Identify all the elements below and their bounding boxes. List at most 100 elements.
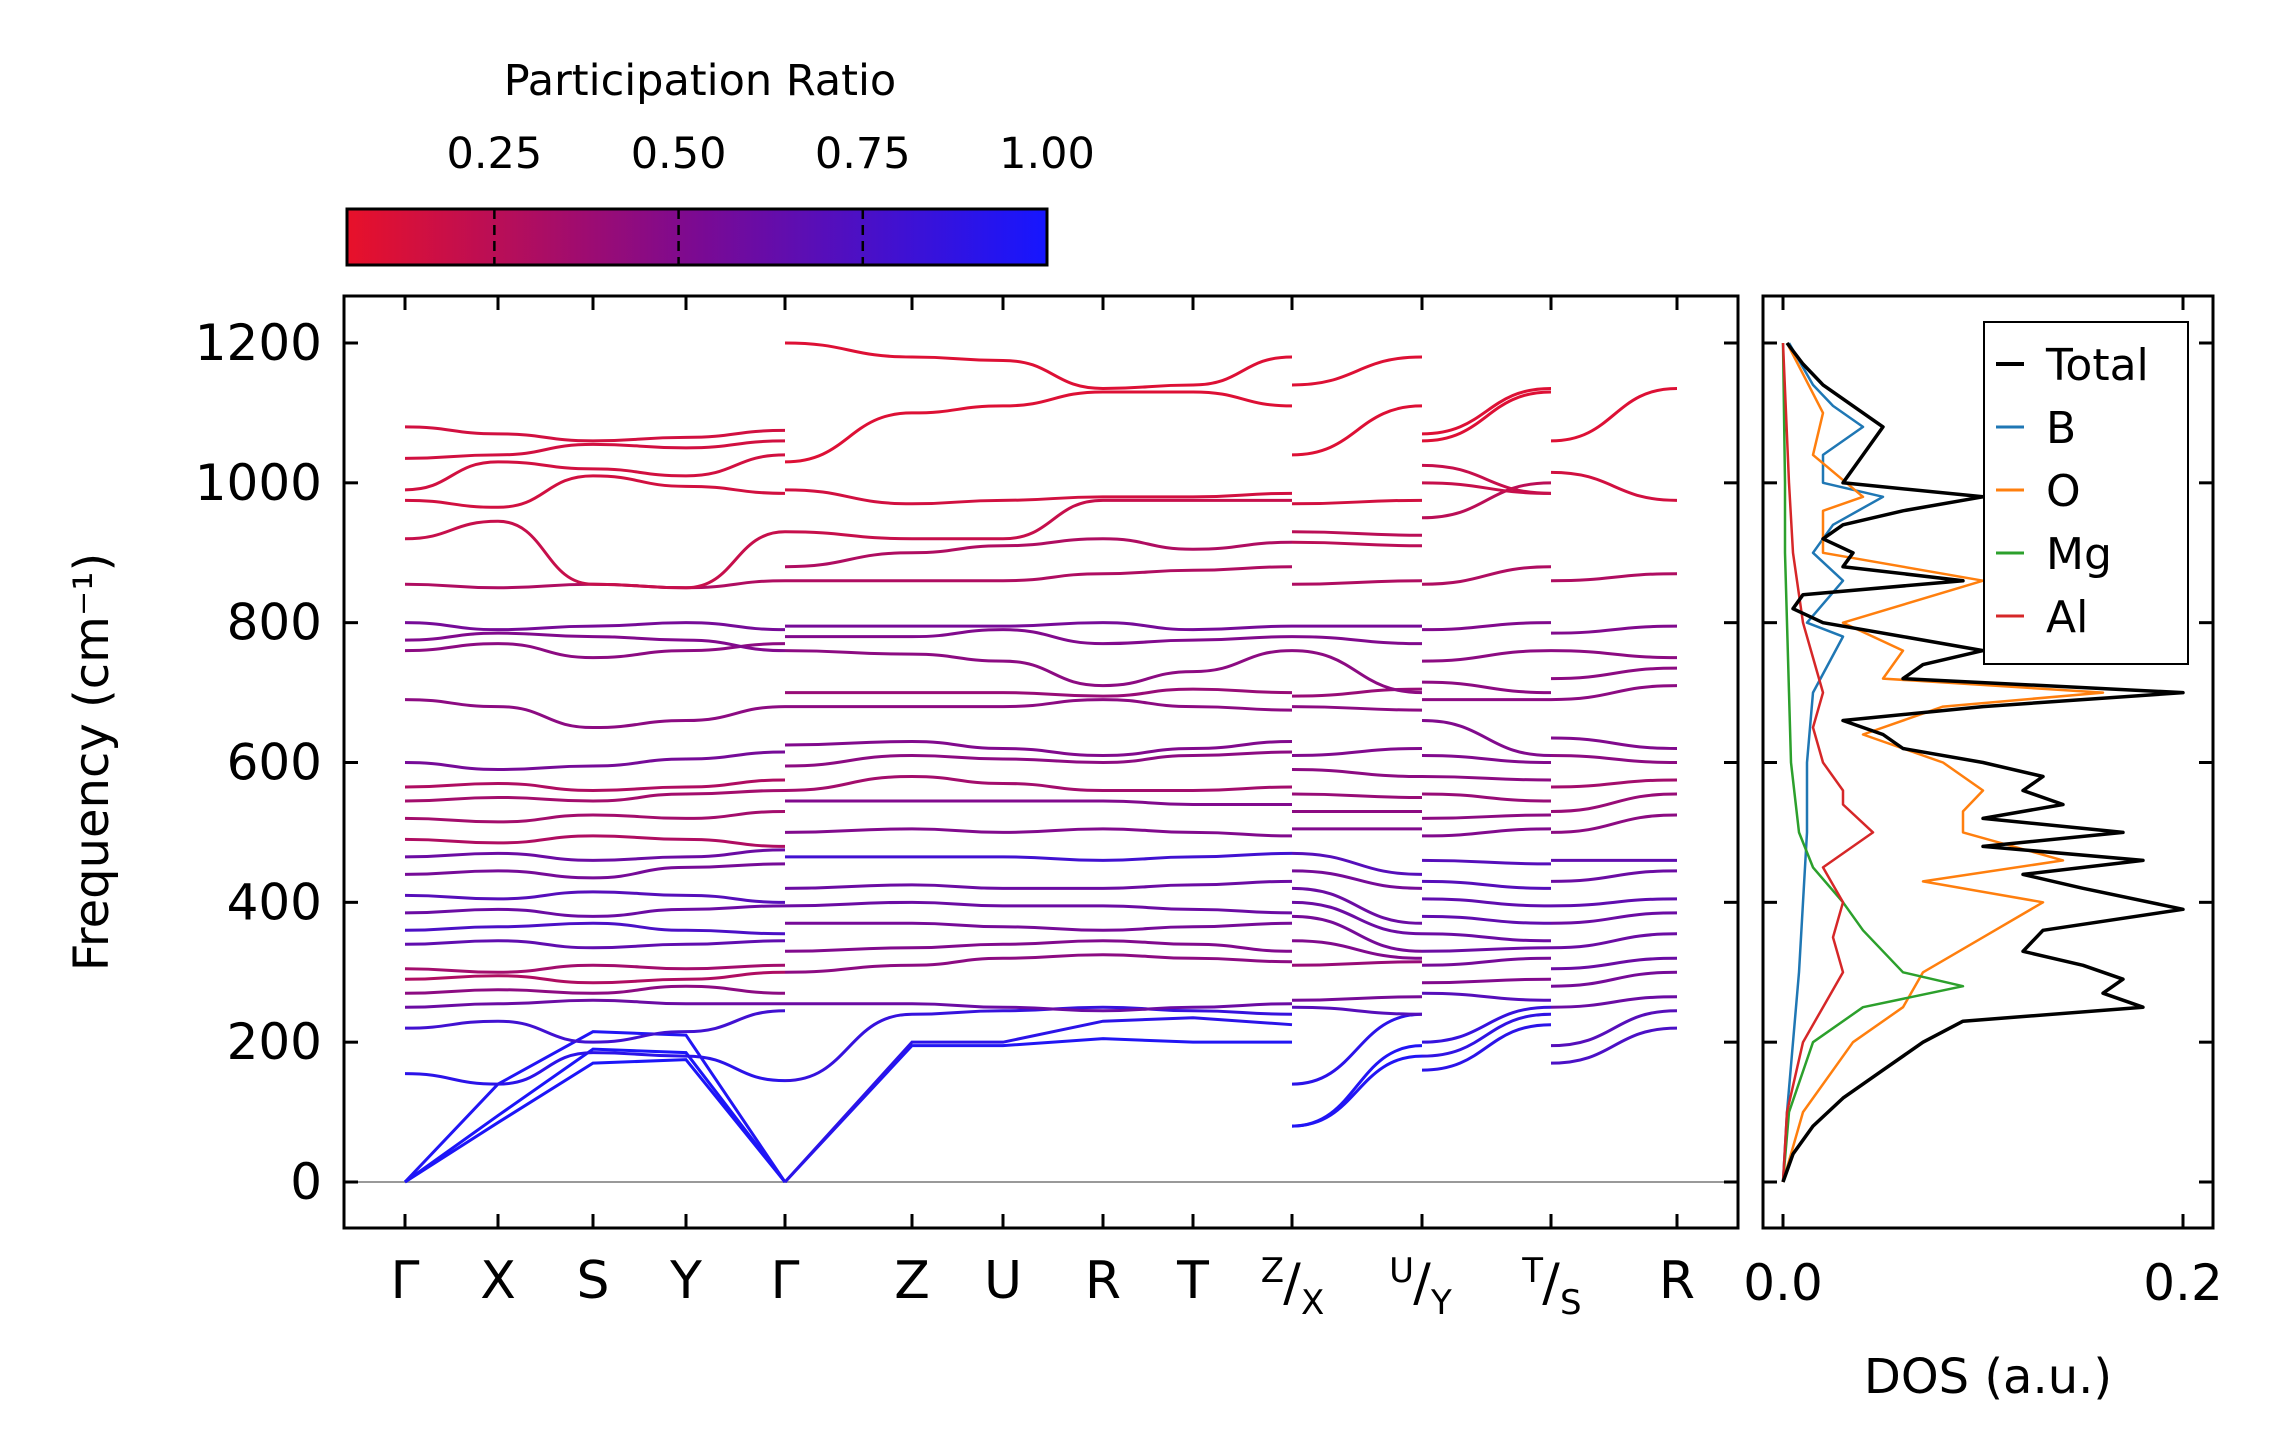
band-line	[404, 939, 786, 950]
band-line	[1550, 970, 1678, 988]
band-line	[1421, 649, 1552, 663]
band-line	[784, 827, 1293, 838]
band-line	[1291, 851, 1423, 876]
band-line	[1291, 960, 1423, 967]
band-line	[1550, 684, 1678, 702]
k-label: Z	[894, 1251, 930, 1311]
colorbar-label: Participation Ratio	[504, 56, 897, 106]
band-line	[404, 834, 786, 848]
band-line	[404, 1058, 787, 1184]
band-line	[1291, 635, 1423, 646]
band-line	[404, 519, 786, 590]
band-line	[784, 953, 1293, 974]
band-line	[404, 809, 786, 824]
band-line	[784, 879, 1293, 890]
y-axis-label: Frequency (cm⁻¹)	[64, 553, 120, 971]
band-line	[1421, 792, 1552, 803]
band-line	[404, 1047, 787, 1184]
colorbar-tick-label: 0.75	[815, 129, 911, 179]
band-line	[1291, 1012, 1423, 1086]
y-tick-label: 200	[227, 1013, 322, 1071]
band-line	[1291, 705, 1423, 712]
band-line	[404, 453, 786, 492]
band-segment	[1550, 386, 1678, 1065]
dos-x-tick-label: 0.2	[2143, 1254, 2223, 1312]
band-line	[1550, 666, 1678, 681]
band-line	[404, 904, 786, 918]
band-line	[1421, 977, 1552, 985]
band-line	[1291, 914, 1423, 953]
band-line	[403, 1030, 787, 1184]
band-line	[1421, 932, 1552, 943]
band-line	[783, 1037, 1292, 1184]
band-line	[1421, 565, 1552, 586]
band-line	[1421, 386, 1552, 436]
band-line	[1550, 649, 1678, 660]
legend-item: Mg	[1996, 529, 2112, 580]
band-line	[1550, 1009, 1678, 1048]
band-line	[784, 565, 1293, 583]
band-line	[784, 390, 1293, 464]
band-line	[1421, 1023, 1552, 1072]
dos-lines	[1781, 341, 2185, 1183]
band-line	[1550, 572, 1678, 583]
band-line	[785, 851, 1293, 862]
band-line	[1421, 897, 1552, 908]
band-line	[1421, 754, 1552, 764]
k-label: T	[1176, 1251, 1209, 1311]
legend-item: Total	[1996, 340, 2149, 391]
band-line	[1291, 404, 1423, 457]
k-label: X	[480, 1251, 516, 1311]
legend-label: Mg	[2046, 529, 2112, 580]
band-line	[784, 621, 1293, 632]
band-x-axis: Γ X S Y Γ Z U R T Z / XU / YT / S R	[391, 296, 1695, 1323]
band-line	[1291, 649, 1423, 695]
band-line	[784, 900, 1293, 915]
band-segment	[1421, 386, 1552, 1072]
band-line	[785, 921, 1293, 932]
band-line	[404, 984, 786, 995]
band-line	[1291, 792, 1423, 799]
band-line	[784, 939, 1293, 953]
k-label-sup: T	[1521, 1251, 1543, 1291]
legend-label: O	[2046, 466, 2081, 517]
band-line	[1421, 827, 1552, 838]
band-line	[1421, 774, 1552, 782]
band-line	[784, 774, 1293, 792]
band-segment	[403, 425, 787, 1184]
band-lines	[403, 341, 1678, 1184]
band-line	[1550, 911, 1678, 925]
k-label-slash: /	[1542, 1253, 1560, 1313]
y-tick-label: 1200	[195, 314, 322, 372]
dos-x-tick-label: 0.0	[1743, 1254, 1823, 1312]
k-label: R	[1659, 1251, 1695, 1311]
k-label-sub: Y	[1430, 1283, 1452, 1323]
band-line	[1421, 813, 1552, 820]
band-line	[1291, 1054, 1423, 1128]
band-line	[1421, 858, 1552, 866]
band-line	[404, 788, 786, 803]
y-tick-label: 800	[227, 594, 322, 652]
band-line	[784, 341, 1293, 390]
band-line	[404, 474, 786, 509]
band-segment	[783, 341, 1293, 1184]
colorbar-bar	[345, 207, 1049, 267]
band-line	[1421, 463, 1552, 495]
band-line	[404, 1051, 786, 1086]
band-line	[1550, 813, 1678, 834]
band-line	[784, 628, 1293, 646]
band-line	[1421, 390, 1552, 443]
band-line	[404, 642, 786, 660]
k-label-sup: Z	[1261, 1251, 1284, 1291]
band-line	[1291, 687, 1423, 698]
band-line	[404, 890, 786, 904]
band-y-axis: 0 200 400 600 800 1000 1200	[195, 314, 1738, 1211]
band-line	[1291, 1005, 1423, 1016]
dos-x-axis: 0.0 0.2	[1743, 296, 2223, 1312]
band-line	[784, 740, 1293, 758]
band-line	[784, 488, 1293, 506]
k-label-sub: S	[1560, 1283, 1582, 1323]
legend-label: Al	[2046, 592, 2088, 643]
k-label-sub: X	[1301, 1283, 1324, 1323]
